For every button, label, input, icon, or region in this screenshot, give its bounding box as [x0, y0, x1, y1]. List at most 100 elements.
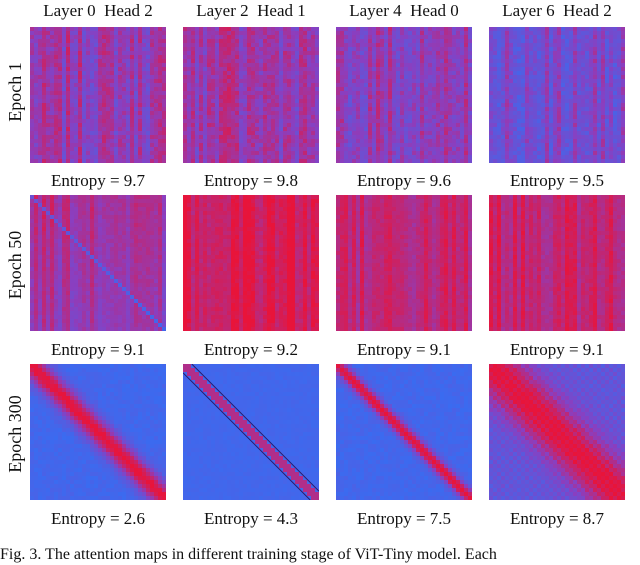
heatmap-cell	[138, 143, 143, 148]
heatmap-cell	[597, 151, 602, 156]
heatmap-cell	[110, 47, 115, 52]
heatmap-cell	[239, 127, 244, 132]
heatmap-cell	[565, 95, 570, 100]
heatmap-cell	[577, 35, 582, 40]
heatmap-cell	[581, 63, 586, 68]
heatmap-cell	[138, 39, 143, 44]
heatmap-cell	[509, 63, 514, 68]
heatmap-cell	[219, 115, 224, 120]
heatmap-cell	[66, 99, 71, 104]
heatmap-cell	[621, 27, 625, 32]
heatmap-cell	[464, 135, 469, 140]
heatmap-cell	[275, 35, 280, 40]
heatmap-cell	[90, 151, 95, 156]
heatmap-cell	[142, 203, 147, 208]
heatmap-cell	[70, 51, 75, 56]
heatmap-cell	[34, 59, 39, 64]
heatmap-cell	[62, 135, 67, 140]
heatmap-cell	[565, 75, 570, 80]
heatmap-cell	[239, 27, 244, 32]
heatmap-cell	[493, 39, 498, 44]
heatmap-cell	[195, 87, 200, 92]
heatmap-cell	[30, 87, 35, 92]
heatmap-cell	[497, 87, 502, 92]
heatmap-cell	[605, 107, 610, 112]
heatmap-cell	[42, 219, 47, 224]
heatmap-cell	[452, 55, 457, 60]
heatmap-cell	[46, 215, 51, 220]
heatmap-cell	[521, 119, 526, 124]
heatmap-cell	[621, 39, 625, 44]
heatmap-cell	[215, 59, 220, 64]
heatmap-cell	[227, 135, 232, 140]
heatmap-cell	[122, 147, 127, 152]
heatmap-cell	[247, 43, 252, 48]
heatmap-cell	[211, 31, 216, 36]
heatmap-cell	[360, 35, 365, 40]
heatmap-cell	[609, 27, 614, 32]
heatmap-cell	[66, 47, 71, 52]
heatmap-cell	[138, 95, 143, 100]
heatmap-cell	[348, 51, 353, 56]
heatmap-cell	[303, 43, 308, 48]
heatmap-cell	[299, 111, 304, 116]
heatmap-cell	[158, 147, 163, 152]
heatmap-cell	[376, 75, 381, 80]
heatmap-cell	[553, 43, 558, 48]
heatmap-cell	[585, 95, 590, 100]
heatmap-cell	[311, 123, 316, 128]
heatmap-cell	[142, 103, 147, 108]
heatmap-cell	[295, 47, 300, 52]
heatmap-cell	[468, 115, 472, 120]
heatmap-cell	[239, 35, 244, 40]
heatmap-cell	[211, 67, 216, 72]
heatmap-cell	[158, 99, 163, 104]
heatmap-cell	[30, 75, 35, 80]
heatmap-cell	[235, 147, 240, 152]
heatmap-cell	[42, 59, 47, 64]
heatmap-cell	[291, 91, 296, 96]
heatmap-cell	[440, 51, 445, 56]
heatmap-cell	[408, 127, 413, 132]
heatmap-cell	[102, 199, 107, 204]
heatmap-cell	[549, 111, 554, 116]
heatmap-cell	[585, 119, 590, 124]
heatmap-cell	[78, 39, 83, 44]
heatmap-cell	[110, 27, 115, 32]
heatmap-cell	[549, 99, 554, 104]
heatmap-cell	[609, 47, 614, 52]
heatmap-cell	[283, 27, 288, 32]
heatmap-cell	[130, 131, 135, 136]
heatmap-cell	[412, 123, 417, 128]
heatmap-cell	[617, 99, 622, 104]
heatmap-cell	[400, 139, 405, 144]
heatmap-cell	[126, 75, 131, 80]
heatmap-cell	[505, 83, 510, 88]
heatmap-cell	[98, 155, 103, 160]
heatmap-cell	[392, 123, 397, 128]
heatmap-cell	[90, 63, 95, 68]
heatmap-cell	[404, 159, 409, 163]
heatmap-cell	[142, 31, 147, 36]
heatmap-cell	[541, 127, 546, 132]
heatmap-cell	[211, 143, 216, 148]
heatmap-cell	[613, 27, 618, 32]
heatmap-cell	[452, 135, 457, 140]
heatmap-cell	[569, 39, 574, 44]
heatmap-cell	[247, 115, 252, 120]
heatmap-cell	[267, 55, 272, 60]
heatmap-cell	[287, 31, 292, 36]
heatmap-cell	[557, 143, 562, 148]
heatmap-cell	[42, 43, 47, 48]
heatmap-cell	[501, 151, 506, 156]
heatmap-cell	[557, 123, 562, 128]
heatmap-cell	[219, 79, 224, 84]
heatmap-cell	[295, 71, 300, 76]
heatmap-cell	[227, 67, 232, 72]
heatmap-cell	[307, 43, 312, 48]
heatmap-cell	[162, 131, 166, 136]
heatmap-cell	[352, 43, 357, 48]
heatmap-cell	[227, 103, 232, 108]
heatmap-cell	[235, 143, 240, 148]
heatmap-cell	[251, 59, 256, 64]
